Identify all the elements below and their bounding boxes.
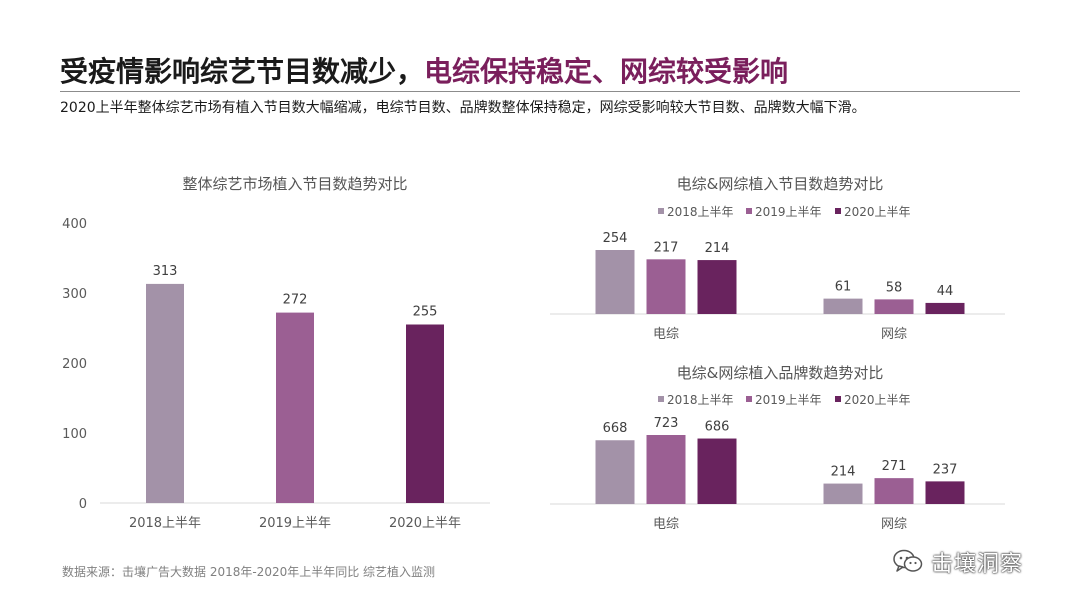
chart2-bar: [646, 259, 686, 314]
page-title: 受疫情影响综艺节目数减少，电综保持稳定、网综较受影响: [60, 50, 788, 94]
chart2-legend-label: 2020上半年: [844, 205, 911, 219]
chart1-data-label: 272: [283, 293, 308, 308]
chart2-bar: [595, 250, 635, 314]
title-part-2: 电综保持稳定、网综较受影响: [424, 55, 789, 88]
chart3-bar: [595, 440, 635, 504]
chart3-data-label: 214: [831, 465, 856, 480]
chart2-legend-swatch: [835, 208, 841, 214]
chart2-legend-swatch: [746, 208, 752, 214]
chart1-ytick: 0: [79, 497, 87, 512]
chart2-legend-label: 2018上半年: [667, 205, 734, 219]
chart1-title: 整体综艺市场植入节目数趋势对比: [182, 175, 407, 193]
page-subtitle: 2020上半年整体综艺市场有植入节目数大幅缩减，电综节目数、品牌数整体保持稳定，…: [60, 100, 866, 116]
chart3-xtick: 网综: [881, 517, 907, 532]
title-divider: [60, 91, 1020, 92]
chart1-ytick: 100: [62, 427, 87, 442]
chart2-data-label: 58: [886, 280, 903, 295]
chart1-data-label: 255: [413, 305, 438, 320]
chart2-bar: [925, 302, 965, 314]
chart2-bar: [697, 260, 737, 314]
source-note: 数据来源：击壤广告大数据 2018年-2020年上半年同比 综艺植入监测: [62, 565, 436, 579]
charts-canvas: 整体综艺市场植入节目数趋势对比 0 100 200 300 400 313 2018上半年 27…: [62, 175, 1005, 532]
chart1-xtick: 2020上半年: [389, 516, 461, 531]
chart1-ytick: 400: [62, 217, 87, 232]
watermark: 击壤洞察: [893, 544, 1023, 580]
title-part-1: 受疫情影响综艺节目数减少，: [60, 55, 425, 88]
chart2-xtick: 电综: [653, 327, 679, 342]
chart1-bar: [276, 312, 314, 503]
chart2-bar: [874, 299, 914, 314]
chart1-ytick: 300: [62, 287, 87, 302]
chart3-data-label: 723: [654, 416, 679, 431]
chart2-xtick: 网综: [881, 327, 907, 342]
chart1-xtick: 2018上半年: [129, 516, 201, 531]
chart3-legend-swatch: [658, 396, 664, 402]
watermark-text: 击壤洞察: [931, 552, 1024, 577]
chart3-data-label: 668: [603, 421, 628, 436]
chart3-bar: [925, 481, 965, 504]
chart2-data-label: 217: [654, 240, 679, 255]
chart3-bar: [823, 483, 863, 504]
chart3-data-label: 686: [705, 420, 730, 435]
chart2-data-label: 44: [937, 284, 954, 299]
chart2-legend-swatch: [658, 208, 664, 214]
chart3-bar: [874, 478, 914, 504]
chart1-ytick: 200: [62, 357, 87, 372]
chart3-data-label: 271: [882, 459, 907, 474]
chart1-bar: [146, 283, 184, 503]
chart2-data-label: 61: [835, 280, 852, 295]
chart1-xtick: 2019上半年: [259, 516, 331, 531]
chart1-data-label: 313: [153, 264, 178, 279]
chart3-legend-label: 2018上半年: [667, 393, 734, 407]
chart3-legend-swatch: [746, 396, 752, 402]
chart2-title: 电综&网综植入节目数趋势对比: [677, 175, 884, 193]
chart2-bar: [823, 298, 863, 314]
chart2-legend-label: 2019上半年: [755, 205, 822, 219]
chart2-data-label: 214: [705, 241, 730, 256]
chart3-bar: [646, 435, 686, 504]
chart3-legend-label: 2019上半年: [755, 393, 822, 407]
chart3-legend-label: 2020上半年: [844, 393, 911, 407]
chart3-legend-swatch: [835, 396, 841, 402]
chart1-bar: [406, 324, 444, 503]
wechat-icon: [893, 549, 923, 575]
chart3-title: 电综&网综植入品牌数趋势对比: [677, 364, 884, 382]
chart3-data-label: 237: [933, 462, 958, 477]
chart3-xtick: 电综: [653, 517, 679, 532]
chart2-data-label: 254: [603, 231, 628, 246]
chart3-bar: [697, 438, 737, 504]
